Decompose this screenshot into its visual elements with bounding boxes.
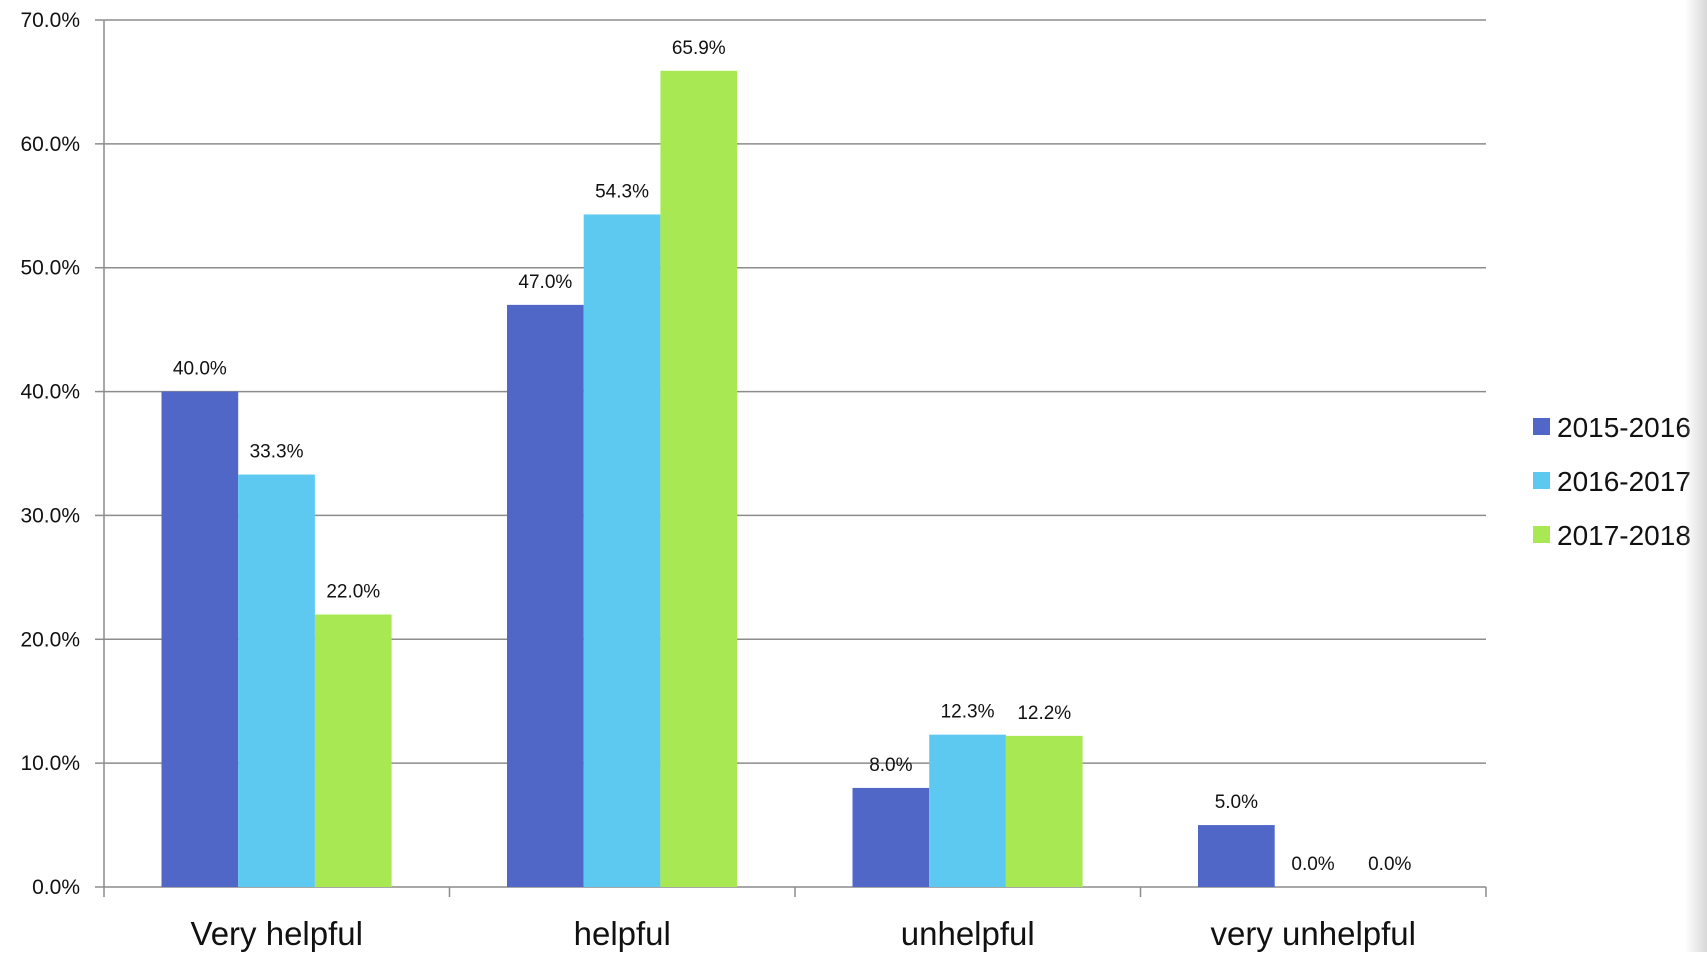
data-label: 33.3% xyxy=(250,442,304,463)
bars xyxy=(161,70,1275,888)
data-label: 54.3% xyxy=(595,181,649,202)
legend-swatch xyxy=(1533,472,1550,489)
y-tick-label: 10.0% xyxy=(20,752,80,775)
bar-2015-2016 xyxy=(1198,825,1275,887)
data-label: 47.0% xyxy=(518,272,572,293)
y-tick-label: 40.0% xyxy=(20,381,80,404)
x-category-label: very unhelpful xyxy=(1211,915,1416,952)
y-tick-label: 30.0% xyxy=(20,504,80,527)
y-tick-label: 60.0% xyxy=(20,133,80,156)
bar-2017-2018 xyxy=(1005,735,1083,887)
data-label: 0.0% xyxy=(1368,854,1411,875)
bar-2015-2016 xyxy=(852,787,930,887)
x-category-label: Very helpful xyxy=(191,915,363,952)
data-label: 40.0% xyxy=(173,359,227,380)
data-label: 0.0% xyxy=(1291,854,1334,875)
bar-2016-2017 xyxy=(929,734,1006,887)
bar-2016-2017 xyxy=(238,474,315,887)
bar-2017-2018 xyxy=(660,70,738,887)
bar-2015-2016 xyxy=(507,304,584,887)
y-tick-label: 20.0% xyxy=(20,628,80,651)
data-label: 8.0% xyxy=(869,755,912,776)
legend-label: 2017-2018 xyxy=(1557,520,1691,551)
data-label: 22.0% xyxy=(326,582,380,603)
bar-2016-2017 xyxy=(583,214,661,888)
data-label: 5.0% xyxy=(1215,792,1258,813)
y-tick-label: 50.0% xyxy=(20,257,80,280)
legend: 2015-2016 2016-2017 2017-2018 xyxy=(1533,412,1691,551)
x-category-label: helpful xyxy=(574,915,671,952)
legend-label: 2015-2016 xyxy=(1557,412,1691,443)
y-tick-label: 70.0% xyxy=(20,9,80,32)
data-labels: 40.0% 33.3% 22.0% 47.0% 54.3% 65.9% 8.0% 12.3% 1… xyxy=(173,38,1412,875)
bar-2015-2016 xyxy=(161,391,239,887)
legend-label: 2016-2017 xyxy=(1557,466,1691,497)
y-tick-label: 0.0% xyxy=(32,876,80,899)
axes: 0.0% 10.0% 20.0% 30.0% 40.0% 50.0% 60.0% 70.0% V… xyxy=(20,9,1487,952)
x-category-label: unhelpful xyxy=(901,915,1035,952)
legend-swatch xyxy=(1533,526,1550,543)
data-label: 12.2% xyxy=(1017,703,1071,724)
legend-swatch xyxy=(1533,418,1550,435)
data-label: 65.9% xyxy=(672,38,726,59)
bar-2017-2018 xyxy=(314,614,392,887)
data-label: 12.3% xyxy=(941,702,995,723)
